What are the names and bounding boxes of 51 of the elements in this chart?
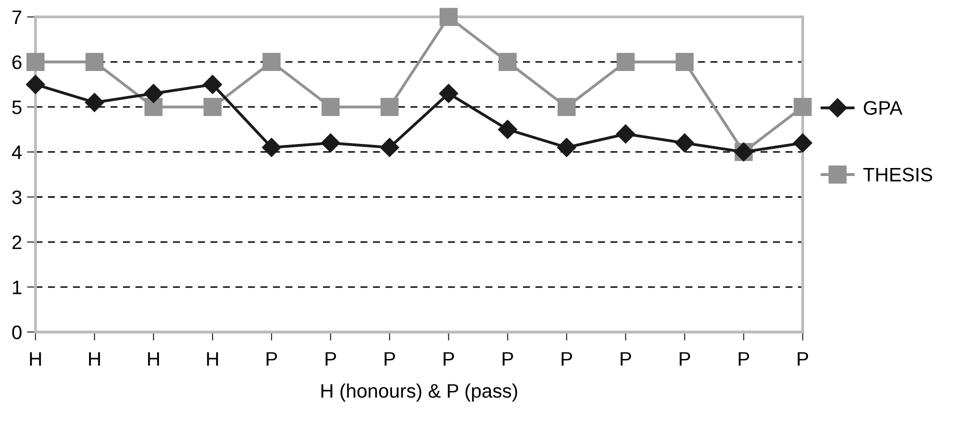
x-tick-label: P <box>502 352 514 366</box>
point <box>675 133 694 153</box>
point <box>616 52 635 71</box>
x-tick-label: H <box>207 352 218 366</box>
point <box>793 133 812 153</box>
x-tick-label: P <box>384 352 396 366</box>
point <box>84 92 104 112</box>
y-tick-label: 0 <box>12 326 22 340</box>
point <box>262 52 281 71</box>
x-tick-label: P <box>266 352 278 366</box>
point <box>498 52 517 71</box>
legend-label: GPA <box>864 101 902 115</box>
point <box>380 98 399 116</box>
point <box>676 52 694 71</box>
point <box>26 52 45 71</box>
y-tick-label: 5 <box>12 100 22 114</box>
point <box>558 98 576 116</box>
x-tick-label: H <box>148 352 159 366</box>
y-tick-label: 3 <box>12 190 22 204</box>
x-tick-label: H <box>30 352 41 366</box>
y-tick-label: 4 <box>12 146 22 160</box>
point <box>616 124 636 144</box>
point <box>26 74 46 94</box>
point <box>440 8 458 26</box>
legend-label: THESIS <box>863 168 932 182</box>
point <box>85 52 104 71</box>
x-tick-label: P <box>444 352 454 366</box>
x-tick-label: P <box>326 352 336 366</box>
y-tick-label: 7 <box>12 10 22 24</box>
x-axis-title: H (honours) & P (pass) <box>321 384 518 402</box>
point <box>498 120 518 139</box>
point <box>321 133 340 153</box>
y-tick-label: 6 <box>12 55 22 70</box>
x-tick-label: P <box>620 352 632 366</box>
point <box>202 74 222 94</box>
point <box>794 98 812 116</box>
x-tick-label: P <box>738 352 750 366</box>
x-tick-label: P <box>680 352 690 366</box>
x-tick-label: P <box>798 352 808 366</box>
point <box>557 138 576 158</box>
point <box>144 84 164 103</box>
point <box>144 98 163 116</box>
point <box>322 98 340 116</box>
point <box>380 138 400 158</box>
y-tick-label: 1 <box>12 280 22 294</box>
x-tick-label: H <box>89 352 100 366</box>
x-tick-label: P <box>562 352 572 366</box>
y-tick-label: 2 <box>12 235 22 250</box>
point <box>439 84 458 103</box>
point <box>204 98 222 116</box>
point <box>262 138 282 158</box>
